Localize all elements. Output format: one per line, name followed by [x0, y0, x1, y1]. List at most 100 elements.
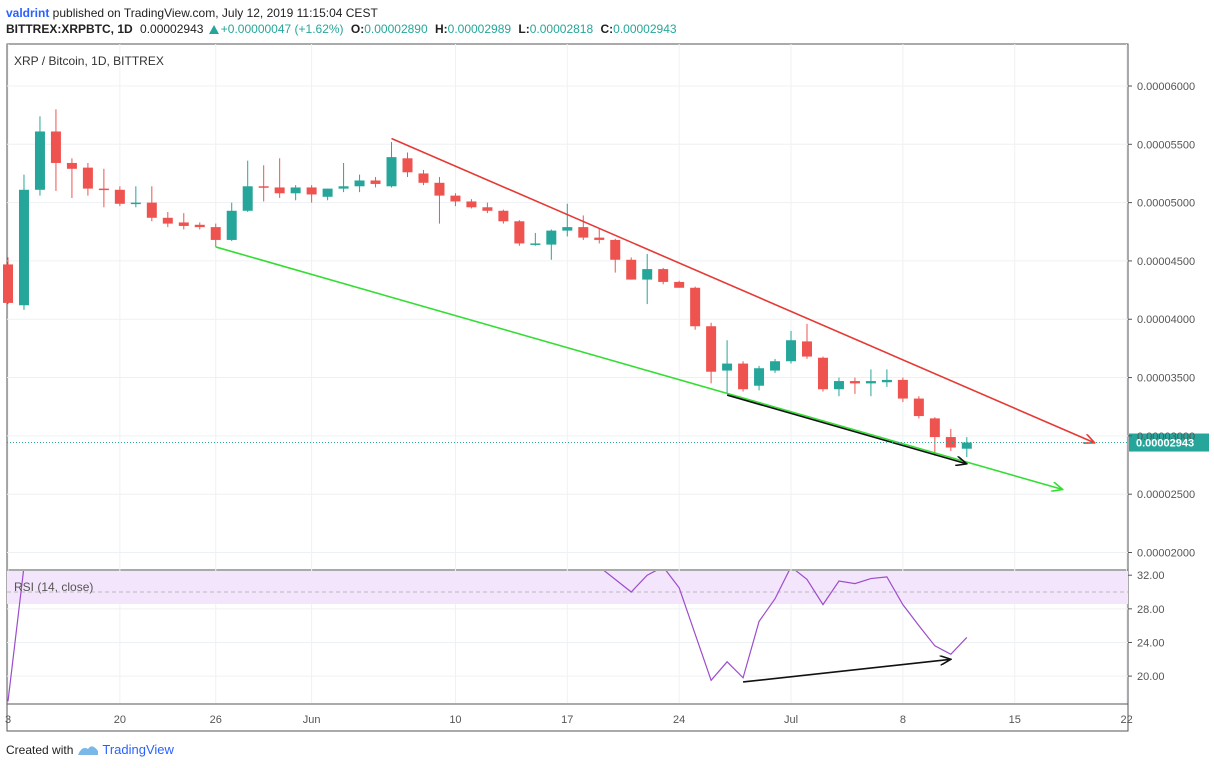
- rsi-tick-label: 24.00: [1137, 637, 1165, 649]
- resistance-trendline[interactable]: [391, 137, 1095, 442]
- author-link[interactable]: valdrint: [6, 6, 50, 20]
- high-value: 0.00002989: [447, 22, 512, 36]
- candle-body: [402, 158, 413, 173]
- candle-body: [945, 437, 956, 448]
- price-tick-label: 0.00002000: [1137, 548, 1195, 560]
- rsi-overbought-band: [7, 571, 1128, 605]
- close-value: 0.00002943: [613, 22, 677, 36]
- published-text: published on TradingView.com, July 12, 2…: [49, 6, 378, 20]
- current-price-label: 0.00002943: [1136, 438, 1194, 450]
- candle-body: [354, 180, 365, 187]
- open-label: O:: [350, 22, 365, 36]
- price-tick-label: 0.00003000: [1137, 431, 1195, 443]
- footer: Created with TradingView: [6, 742, 174, 757]
- candle-body: [466, 201, 477, 208]
- candle-body: [530, 243, 541, 245]
- candle-body: [498, 210, 509, 222]
- candle-body: [706, 326, 717, 372]
- open-value: 0.00002890: [364, 22, 428, 36]
- candle-body: [786, 340, 797, 362]
- x-tick-label: 24: [673, 714, 685, 726]
- rsi-divergence-trendline[interactable]: [742, 659, 951, 683]
- candle-body: [242, 186, 253, 211]
- candle-body: [961, 442, 972, 449]
- candle-body: [3, 264, 13, 303]
- price-tick-label: 0.00005000: [1137, 198, 1195, 210]
- last-price: 0.00002943: [140, 22, 204, 36]
- candle-body: [162, 217, 173, 224]
- rsi-tick-label: 32.00: [1137, 570, 1165, 582]
- candle-body: [386, 157, 397, 187]
- candle-body: [82, 167, 93, 189]
- candle-body: [130, 202, 141, 205]
- candle-body: [722, 363, 733, 371]
- candle-body: [482, 207, 493, 211]
- candle-body: [817, 357, 828, 390]
- candle-body: [146, 202, 157, 218]
- tradingview-logo-icon: [78, 745, 99, 755]
- x-tick-label: 15: [1009, 714, 1021, 726]
- x-tick-label: 20: [114, 714, 126, 726]
- candle-body: [802, 341, 812, 357]
- low-value: 0.00002818: [529, 22, 594, 36]
- candle-body: [833, 381, 844, 390]
- candle-body: [194, 224, 205, 228]
- tradingview-brand-link[interactable]: TradingView: [102, 742, 174, 757]
- candle-body: [306, 187, 317, 195]
- high-label: H:: [434, 22, 448, 36]
- candle-body: [642, 269, 653, 280]
- candle-body: [546, 230, 557, 245]
- candle-body: [338, 186, 349, 189]
- x-tick-label: 10: [449, 714, 461, 726]
- price-divergence-trendline[interactable]: [726, 394, 967, 464]
- candle-body: [34, 131, 45, 190]
- x-tick-label: 8: [900, 714, 906, 726]
- candle-body: [274, 187, 285, 194]
- x-tick-label: Jun: [303, 714, 321, 726]
- candle-body: [114, 189, 125, 204]
- candle-body: [738, 363, 749, 390]
- candle-body: [610, 239, 621, 260]
- rsi-line: [7, 571, 968, 702]
- candle-body: [594, 237, 605, 240]
- candle-body: [897, 379, 908, 399]
- x-tick-label: 22: [1120, 714, 1132, 726]
- symbol-label: BITTREX:XRPBTC, 1D: [6, 22, 133, 36]
- candle-body: [98, 188, 109, 191]
- close-label: C:: [600, 22, 614, 36]
- candle-body: [418, 173, 429, 183]
- candle-body: [881, 379, 892, 383]
- candle-body: [370, 180, 381, 184]
- candle-body: [178, 222, 189, 226]
- up-arrow-icon: [208, 25, 219, 34]
- price-tick-label: 0.00004000: [1137, 314, 1195, 326]
- low-label: L:: [518, 22, 530, 36]
- candle-body: [658, 269, 669, 282]
- x-tick-label: 26: [210, 714, 222, 726]
- candle-body: [865, 381, 876, 384]
- candle-body: [290, 187, 301, 194]
- price-tick-label: 0.00003500: [1137, 373, 1195, 385]
- price-tick-label: 0.00006000: [1137, 81, 1195, 93]
- price-tick-label: 0.00005500: [1137, 139, 1195, 151]
- created-with-label: Created with: [6, 742, 74, 757]
- candle-body: [226, 210, 237, 240]
- rsi-tick-label: 28.00: [1137, 604, 1165, 616]
- candle-body: [562, 227, 573, 231]
- candle-body: [626, 259, 637, 280]
- candle-body: [849, 381, 860, 384]
- candle-body: [770, 361, 781, 371]
- candle-body: [66, 162, 77, 169]
- candle-body: [514, 221, 525, 244]
- candle-body: [674, 281, 685, 288]
- candle-body: [210, 227, 221, 240]
- chart-title: XRP / Bitcoin, 1D, BITTREX: [14, 54, 164, 68]
- price-tick-label: 0.00004500: [1137, 256, 1195, 268]
- symbol-quote-line: BITTREX:XRPBTC, 1D 0.00002943 +0.0000004…: [6, 22, 677, 36]
- support-trendline[interactable]: [215, 246, 1063, 490]
- candle-body: [754, 368, 765, 386]
- x-tick-label: 17: [561, 714, 573, 726]
- candle-body: [18, 189, 29, 306]
- candle-body: [450, 195, 461, 202]
